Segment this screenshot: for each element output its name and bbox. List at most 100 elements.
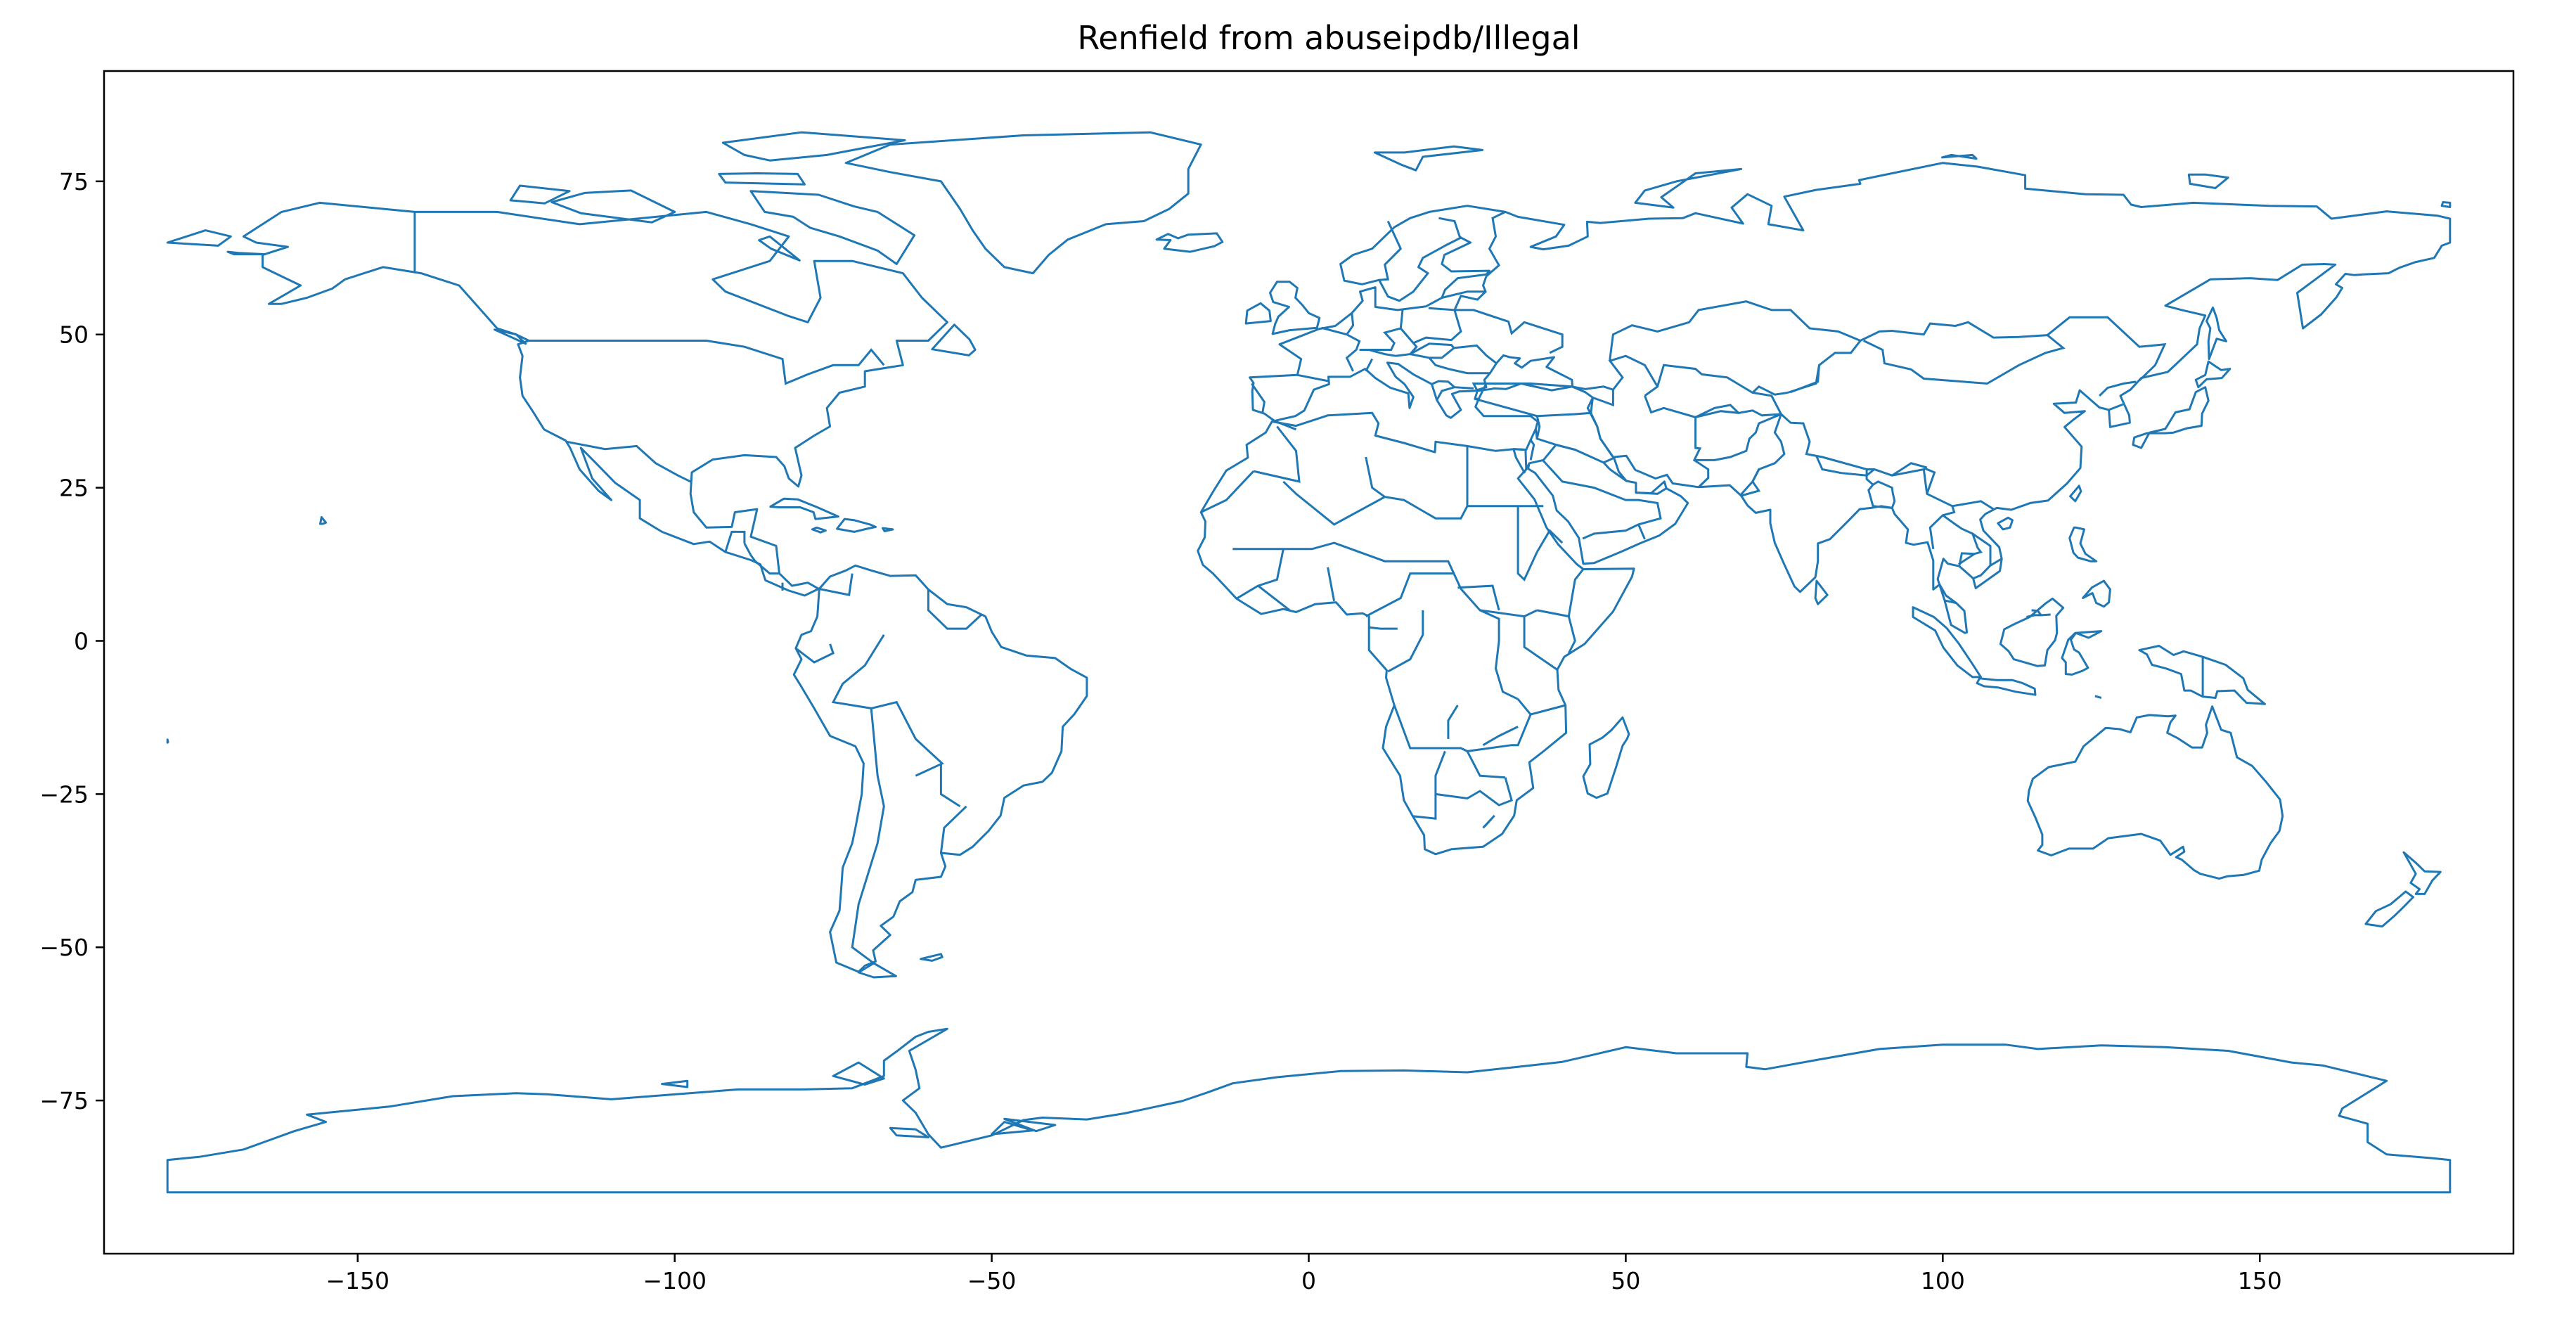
x-tick-label: 100 [1921,1267,1965,1294]
country-border [1441,290,1486,299]
landmass-north-america [242,201,948,597]
landmass-taiwan [2069,484,2082,503]
landmass-southampton [758,235,801,262]
landmass-severnaya [1940,153,1978,160]
country-border [567,440,693,484]
country-border [1327,567,1336,602]
country-border [1200,470,1255,513]
country-border [1368,349,1396,357]
country-border [1780,413,1956,550]
landmass-new-zealand-n [2402,851,2442,895]
chart-title: Renfield from abuseipdb/Illegal [1077,19,1580,57]
country-border [1232,541,1538,618]
country-border [2099,380,2137,397]
landmass-mindanao [2082,579,2111,608]
landmass-chukchi [166,229,232,247]
y-tick-label: −50 [39,934,89,961]
landmass-wrangel [2440,201,2452,208]
country-border [1571,385,1614,407]
country-border [1431,380,1474,390]
y-tick-label: 25 [59,475,89,502]
country-border [1513,448,1526,451]
country-border [1321,326,1361,372]
country-border [1479,609,1519,700]
country-border [1866,468,1875,477]
landmass-iceland [1155,232,1224,253]
x-tick-label: −150 [326,1267,389,1294]
landmass-alexander-island [832,1061,885,1086]
country-border [851,708,885,965]
country-border [2031,609,2038,612]
country-border [1297,373,1329,383]
country-border [870,700,944,777]
country-border [1694,404,1739,418]
country-border [794,643,835,664]
landmass-ellesmere [721,131,906,162]
country-border [2026,614,2042,618]
country-border [1253,425,1301,483]
country-border [2094,695,2102,699]
plot-area [103,70,2515,1255]
country-border [2108,403,2124,411]
landmass-japan [2132,386,2210,449]
landmass-kamchatka-spit [166,738,169,744]
country-border [1486,211,1506,278]
country-border [1466,750,1506,779]
country-border [1436,386,1455,401]
landmass-alaska-islands [226,250,266,256]
country-border [1644,395,1710,488]
landmass-greenland [844,131,1202,275]
country-border [927,589,983,630]
country-border [1457,584,1500,611]
country-border [1529,439,1535,461]
country-border [1453,276,1488,311]
landmass-new-zealand-s [2364,890,2414,928]
country-border [1958,552,1975,567]
landmass-hawaii [319,516,328,525]
country-border [1379,220,1403,281]
country-border [1891,462,1928,477]
y-tick-label: 50 [59,321,89,349]
country-border [1990,558,2002,567]
country-border [1535,529,1564,553]
country-border [1435,777,1513,806]
landmass-svalbard [1373,145,1484,172]
y-tick-label: −75 [39,1087,89,1114]
country-border [1536,609,1576,654]
country-border [1790,365,1820,394]
country-border [1428,356,1449,371]
country-border [939,763,961,808]
country-border [1387,610,1424,673]
axes-frame [103,70,2515,1255]
landmass-great-britain [1269,281,1321,335]
x-tick-label: 50 [1611,1267,1640,1294]
country-border [1635,487,1667,495]
country-border [1482,814,1495,829]
country-border [831,634,885,709]
landmass-falklands [920,953,944,962]
country-border [1482,726,1519,746]
landmass-sri-lanka [1814,579,1829,605]
country-border [1395,342,1418,357]
landmass-eurasia [1249,162,2452,634]
country-border [1567,568,1585,617]
country-border [743,543,780,575]
country-border [1235,548,1284,600]
country-border [1365,456,1386,498]
country-border [1586,397,1614,458]
landmass-victoria-island [550,189,676,224]
landmass-sulawesi [2061,630,2103,676]
landmass-java [1976,677,2037,696]
country-border [1751,385,1788,396]
landmass-antarctica [166,1027,2452,1194]
country-border [939,805,967,854]
landmass-sakhalin [2205,306,2227,361]
landmass-antarctic-isle-2 [991,1121,1034,1136]
country-border [1656,364,1782,415]
country-border [1453,344,1498,364]
country-border [1534,428,1538,439]
country-border [1815,456,1867,477]
country-border [1282,446,1469,526]
country-border [1942,514,1983,565]
country-boundaries-layer [166,131,2452,1194]
